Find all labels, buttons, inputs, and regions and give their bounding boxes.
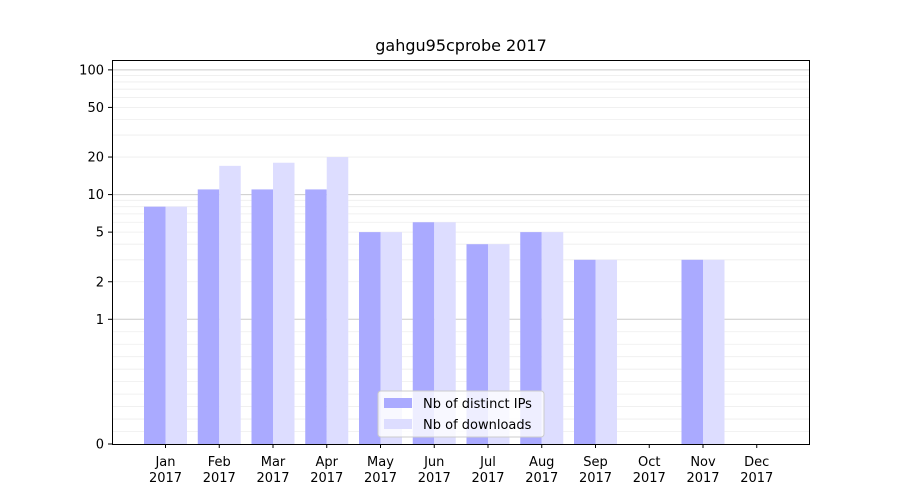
bar-downloads	[595, 259, 617, 444]
x-tick-label-year: 2017	[525, 471, 558, 486]
x-tick-label-month: May	[367, 455, 394, 470]
y-axis: 0 1 2 5 10 20 50 100	[79, 63, 112, 453]
x-tick-label-month: Jan	[154, 455, 175, 470]
bar-distinct-ips	[359, 232, 381, 444]
x-tick-label-month: Sep	[583, 455, 608, 470]
x-tick-label-month: Feb	[208, 455, 231, 470]
x-tick-label-month: Dec	[744, 455, 769, 470]
x-tick-label-year: 2017	[364, 471, 397, 486]
bar-distinct-ips	[144, 206, 166, 444]
bar-distinct-ips	[412, 222, 435, 444]
legend-box	[377, 390, 545, 438]
bars	[144, 157, 725, 444]
x-tick-label-month: Jun	[423, 455, 444, 470]
bar-downloads	[273, 162, 295, 444]
bar-distinct-ips	[197, 189, 220, 444]
bar-downloads	[326, 157, 349, 444]
x-tick-label-year: 2017	[418, 471, 451, 486]
y-tick-label: 50	[87, 101, 104, 116]
x-tick-label-year: 2017	[310, 471, 343, 486]
x-tick-label-year: 2017	[203, 471, 236, 486]
y-tick-label: 2	[96, 275, 104, 290]
y-tick-label: 20	[87, 151, 104, 166]
legend-label-distinct-ips: Nb of distinct IPs	[423, 397, 532, 412]
legend: Nb of distinct IPs Nb of downloads	[377, 390, 545, 438]
y-tick-label: 1	[96, 313, 104, 328]
x-tick-label-month: Oct	[638, 455, 660, 470]
x-tick-label-month: Mar	[261, 455, 286, 470]
x-tick-label-year: 2017	[686, 471, 719, 486]
bar-downloads	[219, 165, 241, 444]
y-tick-label: 100	[79, 63, 104, 78]
plot-frame	[112, 60, 810, 445]
x-tick-label-month: Apr	[316, 455, 339, 470]
y-tick-label: 0	[96, 438, 104, 453]
bar-distinct-ips	[305, 189, 327, 444]
legend-swatch-distinct-ips	[384, 398, 412, 408]
x-tick-label-month: Aug	[529, 455, 554, 470]
y-tick-label: 5	[96, 226, 104, 241]
bar-downloads	[703, 259, 725, 444]
bar-downloads	[434, 222, 456, 444]
x-tick-label-year: 2017	[256, 471, 289, 486]
chart-title: gahgu95cprobe 2017	[375, 36, 547, 55]
x-tick-label-year: 2017	[471, 471, 504, 486]
x-tick-label-year: 2017	[579, 471, 612, 486]
bar-distinct-ips	[681, 259, 703, 444]
bar-distinct-ips	[251, 189, 273, 444]
x-tick-label-year: 2017	[740, 471, 773, 486]
legend-label-downloads: Nb of downloads	[423, 418, 532, 433]
x-tick-label-year: 2017	[149, 471, 182, 486]
legend-swatch-downloads	[384, 419, 412, 429]
x-axis: Jan2017Feb2017Mar2017Apr2017May2017Jun20…	[149, 444, 773, 486]
y-tick-label: 10	[87, 188, 104, 203]
bar-downloads	[165, 206, 187, 444]
bar-downloads	[541, 232, 564, 444]
x-tick-label-year: 2017	[633, 471, 666, 486]
bar-distinct-ips	[574, 259, 596, 444]
x-tick-label-month: Jul	[479, 455, 496, 470]
x-tick-label-month: Nov	[690, 455, 716, 470]
